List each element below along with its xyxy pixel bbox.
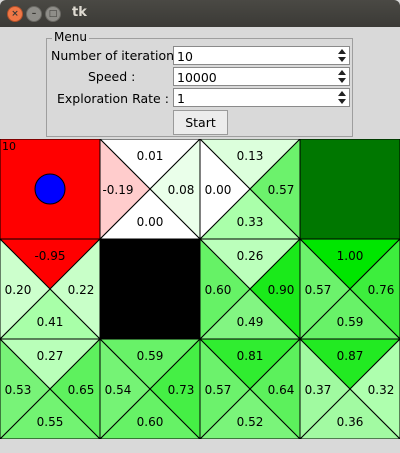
grid-cell: -0.95 0.22 0.41 0.20 (0, 237, 102, 341)
q-value-left: 0.57 (305, 283, 332, 297)
q-value-left: 0.20 (5, 283, 32, 297)
q-value-right: 0.76 (368, 283, 395, 297)
q-value-left: 0.60 (205, 283, 232, 297)
speed-value: 10000 (177, 70, 217, 85)
q-value-right: 0.73 (168, 383, 195, 397)
q-triangle-left (0, 238, 51, 340)
iteration-spinbox[interactable]: 10 (173, 46, 350, 65)
agent-icon (34, 173, 66, 205)
q-value-down: 0.41 (37, 315, 64, 329)
exploration-value: 1 (177, 91, 185, 106)
grid-cell: 0.01 0.08 0.00 -0.19 (98, 139, 202, 241)
q-value-up: 0.26 (237, 249, 264, 263)
q-value-right: 0.08 (168, 183, 195, 197)
q-value-left: 0.57 (205, 383, 232, 397)
q-value-down: 0.00 (137, 215, 164, 229)
q-value-down: 0.52 (237, 415, 264, 429)
q-value-up: 0.27 (37, 349, 64, 363)
q-value-up: 0.87 (337, 349, 364, 363)
q-value-up: 0.81 (237, 349, 264, 363)
q-value-down: 0.55 (37, 415, 64, 429)
q-value-up: 1.00 (337, 249, 364, 263)
q-value-right: 0.90 (268, 283, 295, 297)
q-triangle-left (199, 237, 251, 341)
spin-up-icon[interactable] (338, 91, 346, 96)
q-value-left: -0.19 (102, 183, 133, 197)
q-triangle-left (199, 139, 251, 241)
menu-legend: Menu (52, 30, 89, 44)
q-value-right: 0.22 (68, 283, 95, 297)
grid-cell: 1.00 0.76 0.59 0.57 (298, 237, 400, 341)
iteration-spin-arrows[interactable] (337, 48, 348, 63)
spin-up-icon[interactable] (338, 49, 346, 54)
window-title: tk (72, 5, 87, 20)
start-button[interactable]: Start (173, 110, 228, 135)
spin-up-icon[interactable] (338, 70, 346, 75)
q-value-right: 0.64 (268, 383, 295, 397)
grid-cell: 0.13 0.57 0.33 0.00 (198, 139, 302, 241)
q-value-up: 0.01 (137, 149, 164, 163)
speed-label: Speed : (88, 69, 136, 84)
maximize-window-button[interactable]: □ (45, 6, 61, 22)
q-value-down: 0.36 (337, 415, 364, 429)
close-window-button[interactable]: × (7, 6, 23, 22)
q-value-right: 0.32 (368, 383, 395, 397)
q-triangle-left (99, 337, 151, 439)
spin-down-icon[interactable] (338, 99, 346, 104)
grid-cell: 0.87 0.32 0.36 0.37 (298, 337, 400, 439)
grid-cell: 0.27 0.65 0.55 0.53 (0, 337, 102, 439)
goal-cell (299, 139, 400, 240)
q-value-down: 0.49 (237, 315, 264, 329)
q-triangle-left (299, 337, 351, 439)
q-value-down: 0.59 (337, 315, 364, 329)
q-value-right: 0.65 (68, 383, 95, 397)
speed-spin-arrows[interactable] (337, 69, 348, 84)
menu-frame (46, 38, 353, 137)
grid-cell: 0.81 0.64 0.52 0.57 (198, 337, 302, 439)
iteration-value: 10 (177, 49, 193, 64)
grid-cell (299, 139, 400, 240)
q-value-left: 0.53 (5, 383, 32, 397)
q-value-left: 0.54 (105, 383, 132, 397)
wall-cell (99, 238, 201, 340)
q-value-right: 0.57 (268, 183, 295, 197)
q-triangle-left (299, 237, 351, 341)
iteration-label: Number of iteration: (51, 48, 179, 63)
grid-cell: 10 (0, 139, 101, 240)
spin-down-icon[interactable] (338, 78, 346, 83)
cell-label: 10 (2, 140, 16, 153)
q-grid: 10 0.01 0.08 0.00 -0.19 0.13 0.57 0.33 0.00 -0.95… (0, 139, 400, 439)
speed-spinbox[interactable]: 10000 (173, 67, 350, 86)
q-value-left: 0.37 (305, 383, 332, 397)
minimize-window-button[interactable]: – (26, 6, 42, 22)
q-value-up: 0.59 (137, 349, 164, 363)
q-value-up: -0.95 (34, 249, 65, 263)
exploration-spinbox[interactable]: 1 (173, 88, 350, 107)
grid-cell (99, 238, 201, 340)
exploration-spin-arrows[interactable] (337, 90, 348, 105)
q-value-down: 0.60 (137, 415, 164, 429)
exploration-label: Exploration Rate : (57, 91, 169, 106)
q-triangle-left (0, 338, 51, 439)
q-triangle-left (99, 139, 151, 241)
q-value-down: 0.33 (237, 215, 264, 229)
q-value-left: 0.00 (205, 183, 232, 197)
q-value-up: 0.13 (237, 149, 264, 163)
grid-cell: 0.26 0.90 0.49 0.60 (198, 237, 302, 341)
q-triangle-left (199, 337, 251, 439)
title-bar: × – □ tk (0, 0, 400, 27)
grid-cell: 0.59 0.73 0.60 0.54 (98, 337, 202, 439)
spin-down-icon[interactable] (338, 57, 346, 62)
